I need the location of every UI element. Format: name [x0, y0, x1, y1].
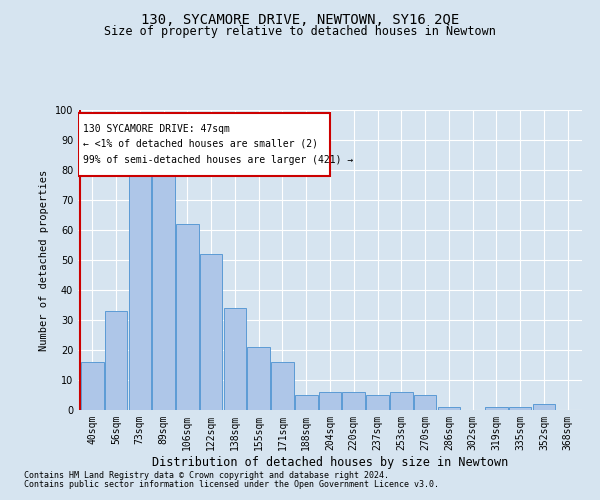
Bar: [81, 362, 104, 410]
Text: ← <1% of detached houses are smaller (2): ← <1% of detached houses are smaller (2): [83, 138, 318, 148]
Bar: [414, 395, 436, 410]
X-axis label: Distribution of detached houses by size in Newtown: Distribution of detached houses by size …: [152, 456, 508, 468]
Bar: [128, 170, 151, 410]
Bar: [176, 224, 199, 410]
Text: 130 SYCAMORE DRIVE: 47sqm: 130 SYCAMORE DRIVE: 47sqm: [83, 124, 230, 134]
Bar: [437, 407, 460, 410]
Bar: [485, 407, 508, 410]
Bar: [152, 173, 175, 410]
FancyBboxPatch shape: [78, 113, 330, 176]
Bar: [295, 395, 317, 410]
Bar: [366, 395, 389, 410]
Text: 99% of semi-detached houses are larger (421) →: 99% of semi-detached houses are larger (…: [83, 155, 353, 165]
Bar: [319, 392, 341, 410]
Text: Contains HM Land Registry data © Crown copyright and database right 2024.: Contains HM Land Registry data © Crown c…: [24, 471, 389, 480]
Bar: [200, 254, 223, 410]
Bar: [509, 407, 532, 410]
Bar: [390, 392, 413, 410]
Bar: [271, 362, 294, 410]
Bar: [105, 311, 127, 410]
Text: 130, SYCAMORE DRIVE, NEWTOWN, SY16 2QE: 130, SYCAMORE DRIVE, NEWTOWN, SY16 2QE: [141, 12, 459, 26]
Y-axis label: Number of detached properties: Number of detached properties: [39, 170, 49, 350]
Bar: [247, 347, 270, 410]
Bar: [533, 404, 555, 410]
Bar: [224, 308, 246, 410]
Bar: [343, 392, 365, 410]
Text: Contains public sector information licensed under the Open Government Licence v3: Contains public sector information licen…: [24, 480, 439, 489]
Text: Size of property relative to detached houses in Newtown: Size of property relative to detached ho…: [104, 25, 496, 38]
